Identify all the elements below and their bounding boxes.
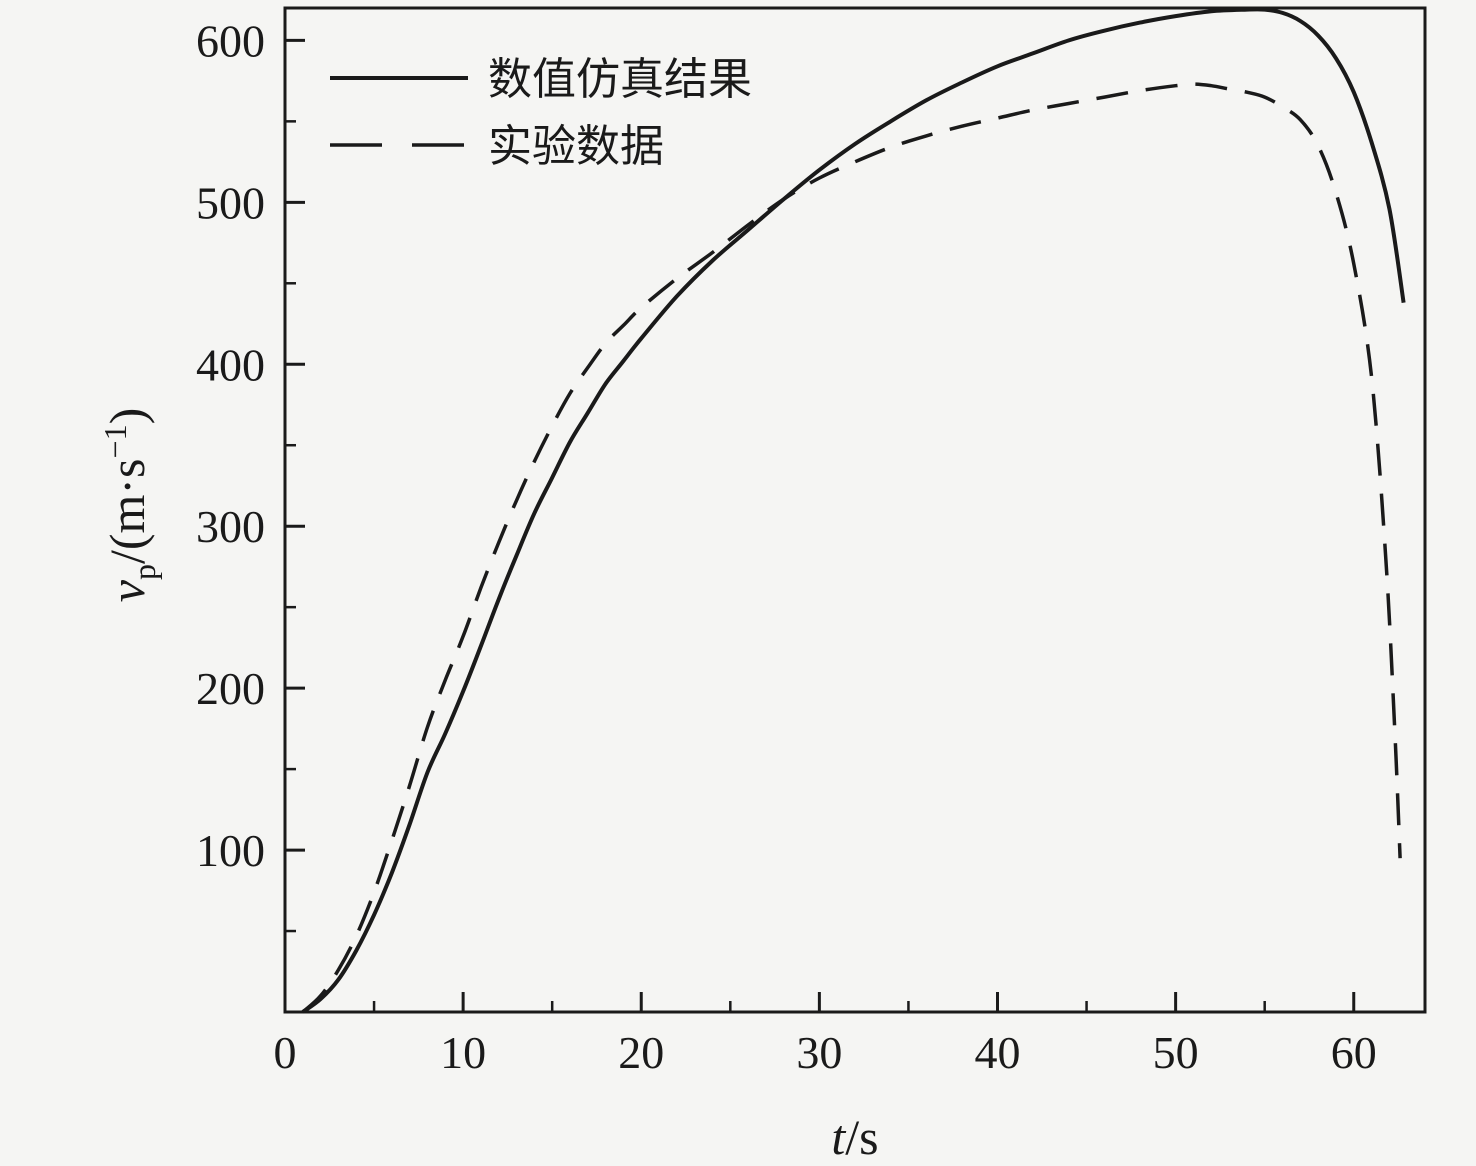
y-tick-label: 100 [196, 825, 265, 876]
y-tick-label: 200 [196, 663, 265, 714]
x-tick-label: 0 [274, 1027, 297, 1078]
y-axis-label: vp/(m·s−1) [97, 408, 163, 602]
x-tick-label: 60 [1331, 1027, 1377, 1078]
x-axis-variable: t [831, 1109, 846, 1165]
series-line-1 [301, 7, 1406, 1014]
y-axis-exponent: −1 [97, 424, 134, 459]
y-axis-unit: /(m·s [98, 458, 155, 565]
legend-label-1: 数值仿真结果 [488, 55, 752, 104]
series-line-2 [301, 82, 1402, 1014]
x-tick-label: 40 [975, 1027, 1021, 1078]
x-axis-label: t/s [831, 1108, 878, 1166]
y-tick-label: 600 [196, 15, 265, 66]
y-axis-subscript: p [125, 564, 162, 581]
y-axis-unit-close: ) [98, 407, 155, 425]
y-tick-label: 300 [196, 501, 265, 552]
y-tick-label: 400 [196, 339, 265, 390]
plot-frame [283, 6, 1427, 1014]
x-axis-unit: /s [845, 1109, 879, 1165]
legend-label-2: 实验数据 [488, 122, 664, 171]
y-tick-label: 500 [196, 177, 265, 228]
x-tick-label: 30 [796, 1027, 842, 1078]
x-tick-label: 20 [618, 1027, 664, 1078]
y-axis-variable: v [98, 580, 155, 603]
x-tick-label: 10 [440, 1027, 486, 1078]
x-tick-label: 50 [1153, 1027, 1199, 1078]
